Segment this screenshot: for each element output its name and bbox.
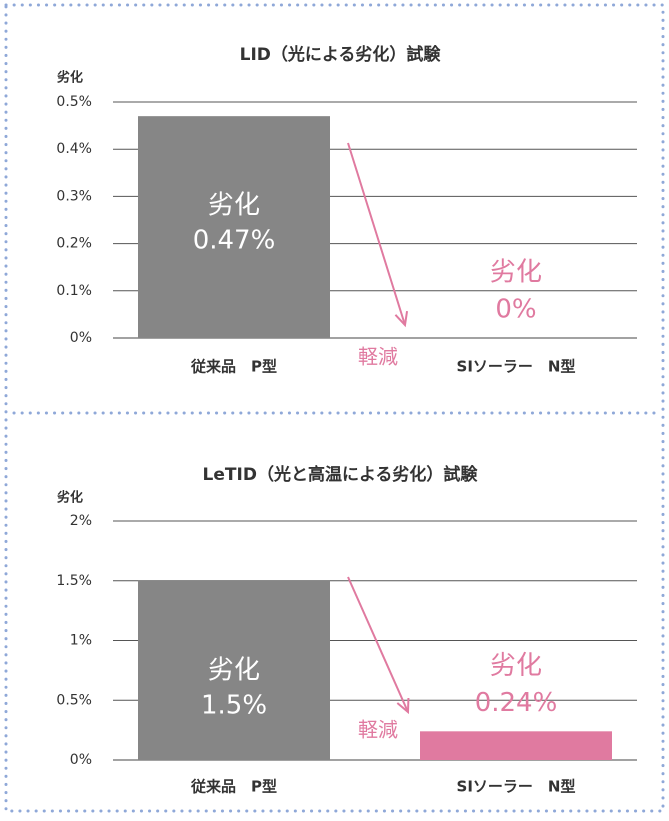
arrow bbox=[348, 143, 405, 325]
y-tick-label: 0% bbox=[70, 330, 92, 346]
value-label: 0.24% bbox=[475, 688, 558, 718]
chart-title: LeTID（光と高温による劣化）試験 bbox=[203, 464, 479, 485]
y-tick-label: 1% bbox=[70, 633, 92, 649]
y-tick-label: 0.5% bbox=[56, 692, 92, 708]
y-tick-label: 0.3% bbox=[56, 188, 92, 204]
y-tick-label: 2% bbox=[70, 513, 92, 529]
y-tick-label: 0% bbox=[70, 752, 92, 768]
value-label-title: 劣化 bbox=[208, 655, 260, 685]
y-axis-label: 劣化 bbox=[57, 490, 83, 506]
value-label: 0.47% bbox=[193, 226, 276, 256]
value-label: 1.5% bbox=[201, 690, 267, 720]
value-label-title: 劣化 bbox=[208, 191, 260, 221]
x-tick-label: SIソーラー N型 bbox=[457, 778, 576, 796]
annotation: 軽減 bbox=[358, 345, 398, 369]
y-tick-label: 0.1% bbox=[56, 283, 92, 299]
y-tick-label: 0.2% bbox=[56, 236, 92, 252]
x-tick-label: 従来品 P型 bbox=[190, 358, 277, 376]
y-tick-label: 0.4% bbox=[56, 141, 92, 157]
y-tick-label: 0.5% bbox=[56, 94, 92, 110]
frame bbox=[6, 5, 663, 811]
x-tick-label: 従来品 P型 bbox=[190, 778, 277, 796]
x-tick-label: SIソーラー N型 bbox=[457, 358, 576, 376]
value-label-title: 劣化 bbox=[490, 651, 542, 681]
value-label-title: 劣化 bbox=[490, 258, 542, 288]
y-axis-label: 劣化 bbox=[57, 70, 83, 86]
y-tick-label: 1.5% bbox=[56, 573, 92, 589]
value-label: 0% bbox=[495, 295, 536, 325]
annotation: 軽減 bbox=[358, 718, 398, 742]
bar bbox=[420, 731, 612, 760]
arrow bbox=[348, 577, 408, 712]
chart-title: LID（光による劣化）試験 bbox=[240, 44, 442, 65]
